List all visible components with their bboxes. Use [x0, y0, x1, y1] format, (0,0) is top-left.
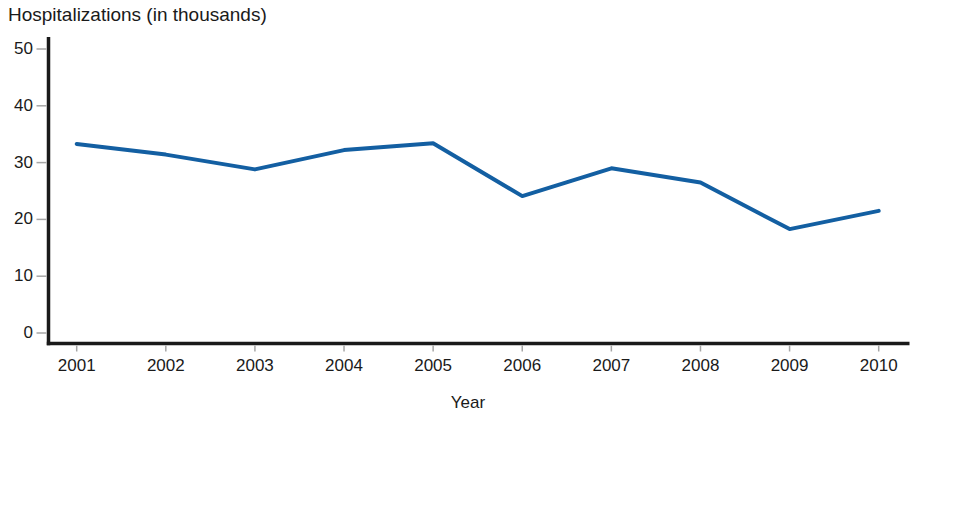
x-tick-label: 2001 [41, 355, 113, 377]
x-tick-label: 2009 [754, 355, 826, 377]
x-tick-label: 2008 [664, 355, 736, 377]
x-tick-label: 2002 [130, 355, 202, 377]
plot-area [0, 0, 960, 521]
y-tick-label: 0 [0, 322, 33, 344]
x-tick-label: 2005 [397, 355, 469, 377]
x-tick-label: 2003 [219, 355, 291, 377]
x-tick-label: 2006 [486, 355, 558, 377]
y-tick-marks [37, 49, 47, 333]
x-tick-label: 2010 [843, 355, 915, 377]
y-tick-label: 20 [0, 208, 33, 230]
x-tick-label: 2007 [575, 355, 647, 377]
y-tick-label: 40 [0, 95, 33, 117]
y-tick-label: 10 [0, 265, 33, 287]
line-chart: Hospitalizations (in thousands) 01020304… [0, 0, 960, 521]
x-tick-label: 2004 [308, 355, 380, 377]
y-tick-label: 50 [0, 38, 33, 60]
x-axis-title: Year [432, 392, 504, 414]
hospitalizations-data-line [77, 143, 879, 229]
x-tick-marks [77, 346, 879, 352]
y-tick-label: 30 [0, 152, 33, 174]
